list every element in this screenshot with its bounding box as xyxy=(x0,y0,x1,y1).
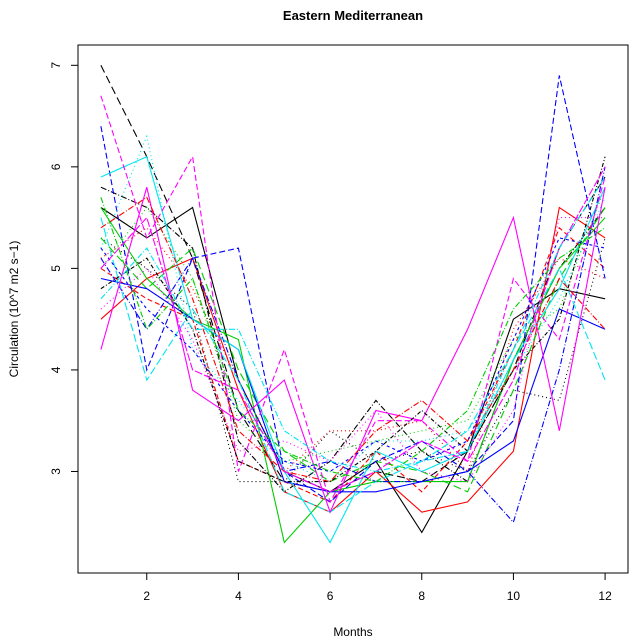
y-tick-label: 6 xyxy=(49,163,63,170)
x-tick-label: 10 xyxy=(507,589,521,603)
plot-frame xyxy=(77,44,629,574)
x-axis-label: Months xyxy=(333,625,372,639)
series-line-24 xyxy=(100,166,606,493)
series-line-11 xyxy=(100,277,606,493)
series-line-25 xyxy=(100,176,606,473)
series-line-2 xyxy=(100,206,606,534)
series-line-9 xyxy=(100,207,606,493)
series-line-23 xyxy=(100,197,606,483)
series-line-14 xyxy=(100,155,606,544)
x-tick-label: 12 xyxy=(598,589,612,603)
series-line-12 xyxy=(100,75,606,503)
series-line-15 xyxy=(100,217,606,513)
chart-title: Eastern Mediterranean xyxy=(283,8,423,23)
x-tick-label: 4 xyxy=(235,589,242,603)
series-line-10 xyxy=(100,187,606,462)
x-tick-label: 8 xyxy=(418,589,425,603)
series-line-3 xyxy=(100,237,606,483)
series-line-13 xyxy=(100,166,606,524)
x-tick-label: 6 xyxy=(327,589,334,603)
y-axis: 3 4 5 6 7 xyxy=(49,62,79,475)
y-axis-label: Circulation (10^7 m2 s−1) xyxy=(7,241,21,378)
y-tick-label: 7 xyxy=(49,62,63,69)
y-tick-label: 4 xyxy=(49,366,63,373)
x-tick-label: 2 xyxy=(143,589,150,603)
series-group xyxy=(100,65,606,544)
series-line-4 xyxy=(100,186,606,493)
series-line-18 xyxy=(100,95,606,504)
x-axis: 2 4 6 8 10 12 xyxy=(143,572,612,603)
series-line-22 xyxy=(100,196,606,483)
y-tick-label: 3 xyxy=(49,468,63,475)
series-line-1 xyxy=(100,65,606,493)
y-tick-label: 5 xyxy=(49,265,63,272)
series-line-19 xyxy=(100,217,606,483)
